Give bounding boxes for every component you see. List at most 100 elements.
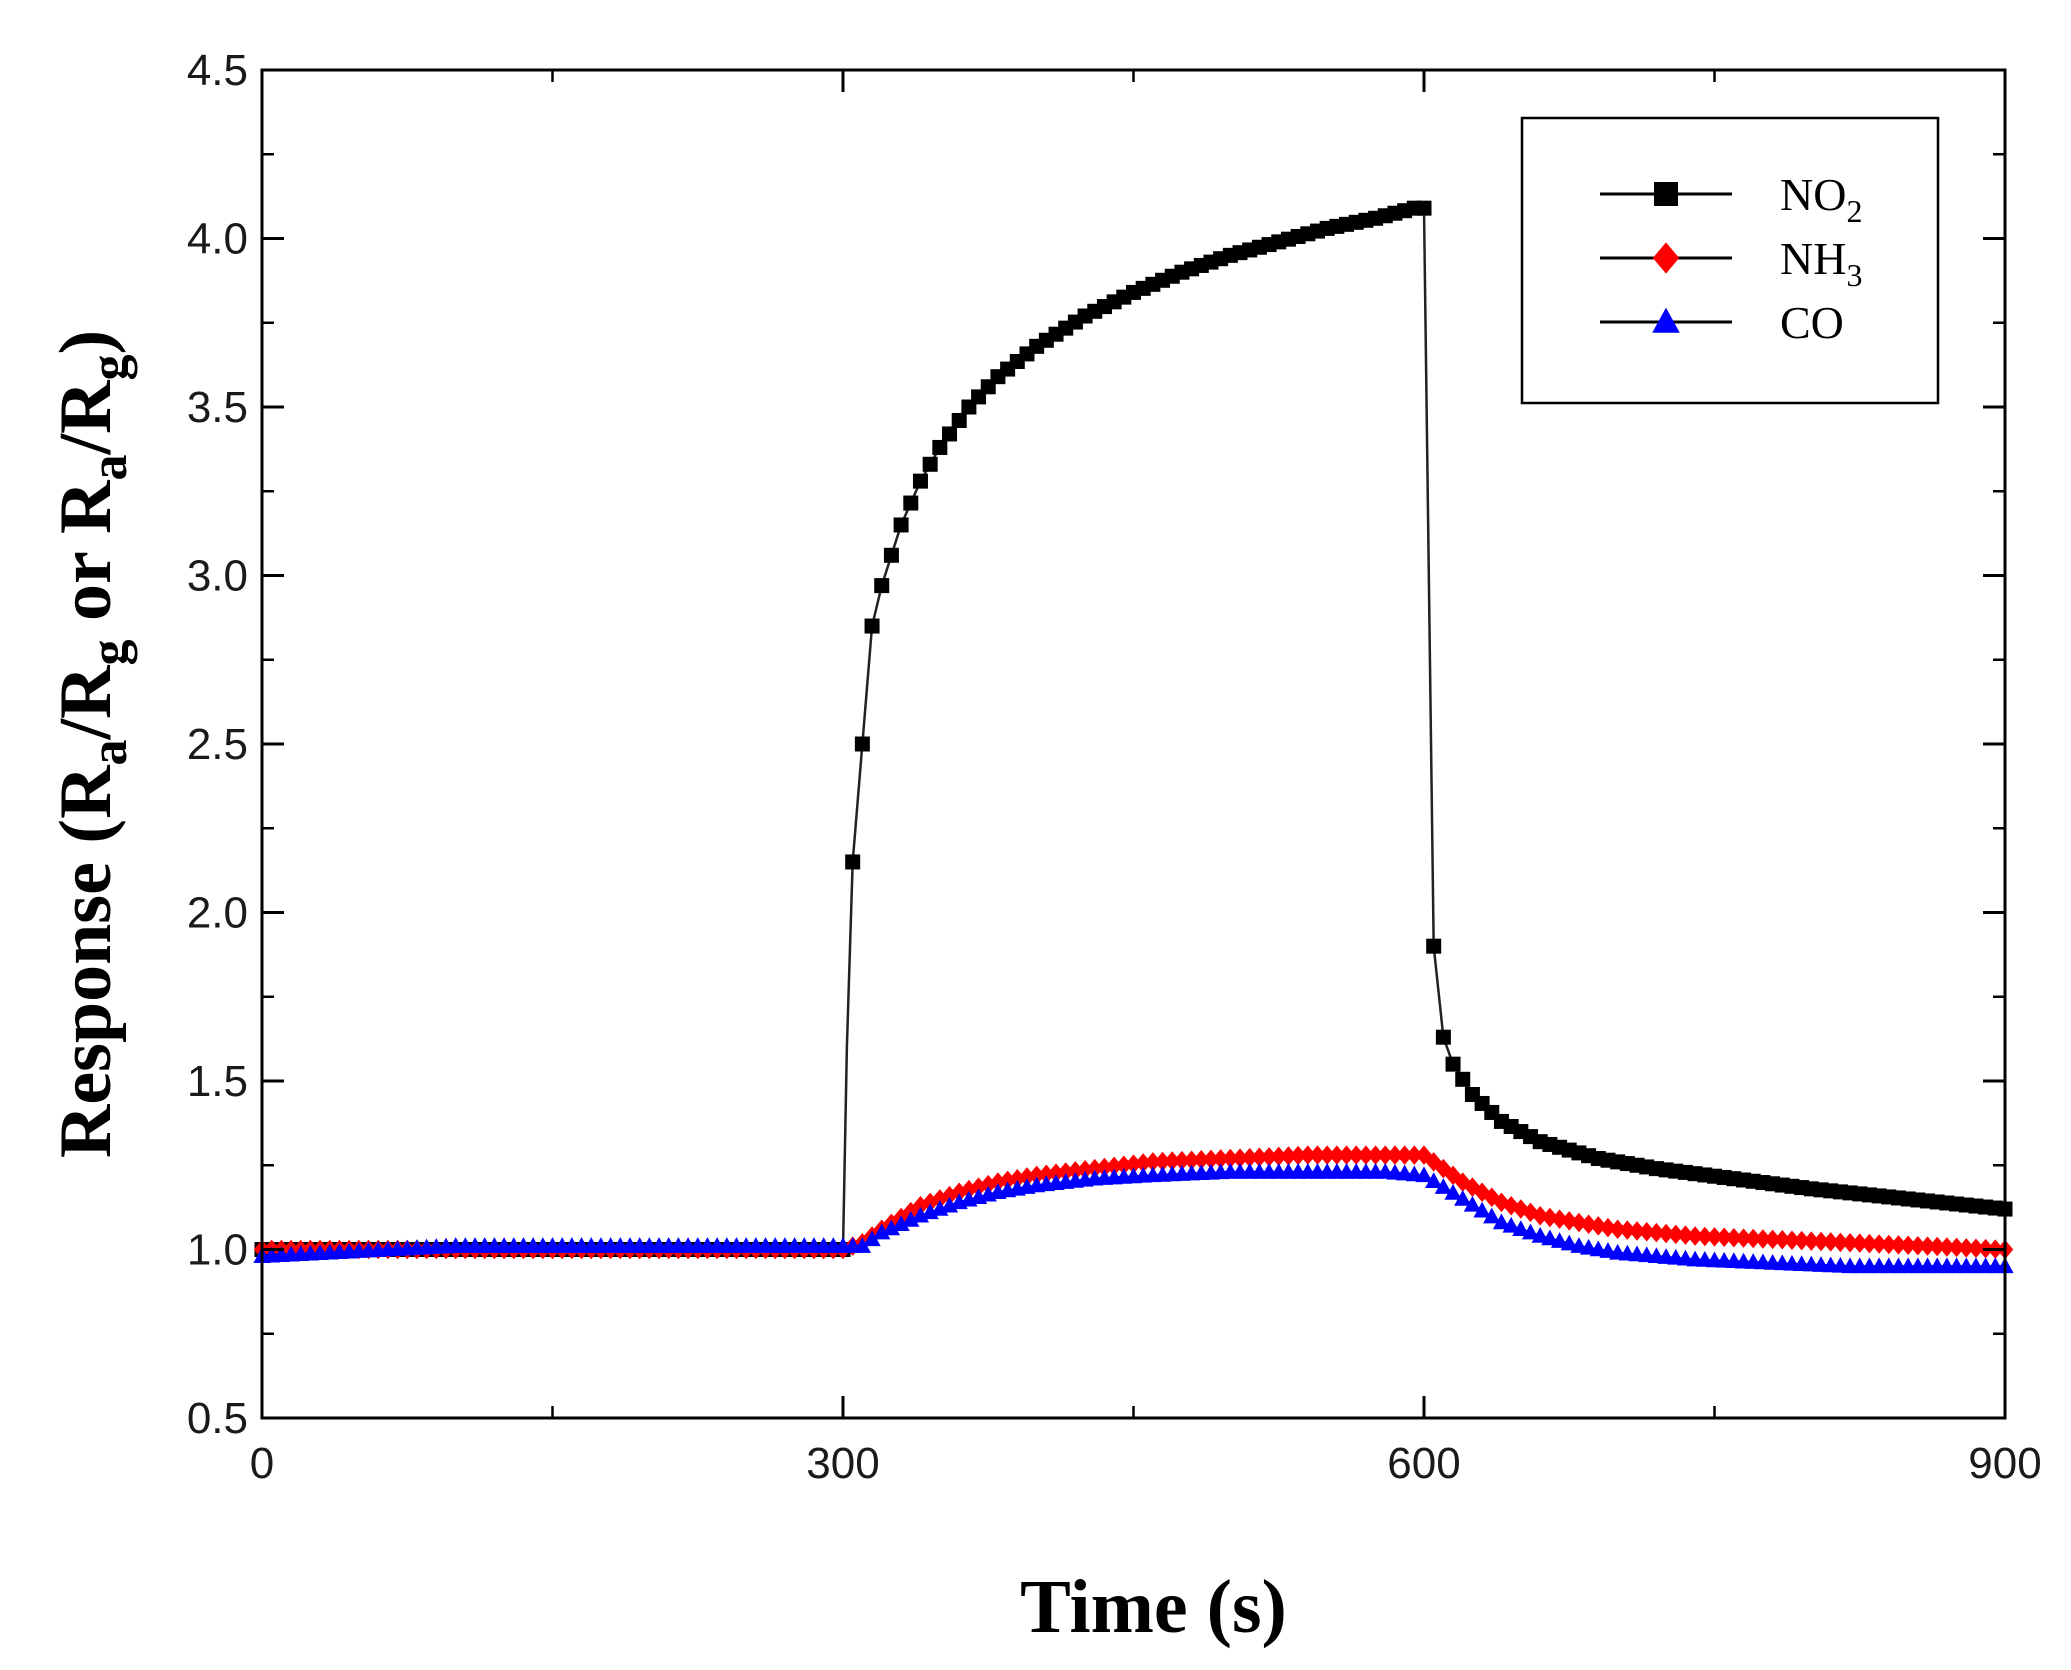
data-point-nh3 xyxy=(1289,1145,1307,1166)
data-point-nh3 xyxy=(1531,1206,1549,1226)
data-point-nh3 xyxy=(1009,1168,1026,1189)
data-point-nh3 xyxy=(1967,1238,1985,1258)
data-point-nh3 xyxy=(1958,1238,1975,1258)
data-point-nh3 xyxy=(1870,1234,1888,1254)
data-point-co xyxy=(1502,1216,1520,1233)
data-point-nh3 xyxy=(1774,1230,1791,1250)
data-point-nh3 xyxy=(1657,1223,1675,1244)
data-point-nh3 xyxy=(1899,1235,1917,1256)
y-tick-label: 0.5 xyxy=(187,1394,248,1443)
data-point-nh3 xyxy=(1541,1207,1559,1228)
data-point-nh3 xyxy=(1803,1231,1820,1251)
data-point-nh3 xyxy=(1686,1226,1704,1246)
data-point-co xyxy=(1541,1229,1559,1246)
legend-label-main: CO xyxy=(1780,297,1844,348)
data-point-co xyxy=(853,1237,871,1253)
data-point-no2 xyxy=(864,618,880,634)
data-point-nh3 xyxy=(1648,1222,1665,1243)
data-point-nh3 xyxy=(1202,1149,1220,1170)
x-tick-label: 900 xyxy=(1968,1439,2041,1488)
y-tick-label: 1.5 xyxy=(187,1057,248,1106)
data-point-co xyxy=(1415,1166,1433,1183)
data-point-no2 xyxy=(922,456,938,472)
data-point-nh3 xyxy=(1754,1229,1772,1249)
x-tick-label: 0 xyxy=(250,1439,274,1488)
data-point-nh3 xyxy=(1193,1150,1210,1170)
data-point-nh3 xyxy=(1890,1235,1907,1255)
data-point-nh3 xyxy=(1938,1237,1956,1257)
data-point-nh3 xyxy=(1764,1229,1781,1250)
legend-marker-co xyxy=(1652,307,1680,333)
data-point-co xyxy=(1434,1178,1452,1194)
data-point-no2 xyxy=(874,578,890,594)
data-point-nh3 xyxy=(1386,1145,1404,1165)
data-point-nh3 xyxy=(1299,1145,1317,1165)
data-point-co xyxy=(1512,1220,1530,1237)
data-point-nh3 xyxy=(1328,1145,1346,1165)
y-axis-title-part: or R xyxy=(45,479,127,640)
data-point-nh3 xyxy=(1696,1226,1714,1247)
data-point-nh3 xyxy=(1173,1150,1191,1171)
data-point-nh3 xyxy=(1667,1224,1685,1245)
data-point-nh3 xyxy=(1851,1233,1868,1253)
data-point-nh3 xyxy=(1163,1151,1181,1171)
legend-label-nh3: NH3 xyxy=(1780,233,1862,293)
data-point-co xyxy=(1492,1213,1511,1230)
data-point-nh3 xyxy=(1038,1164,1055,1184)
data-point-nh3 xyxy=(1948,1237,1965,1258)
data-point-nh3 xyxy=(1396,1145,1413,1165)
data-point-nh3 xyxy=(1406,1145,1423,1165)
data-point-nh3 xyxy=(1318,1145,1336,1165)
data-point-nh3 xyxy=(1105,1156,1123,1177)
legend-marker-no2 xyxy=(1654,182,1678,206)
data-point-nh3 xyxy=(1057,1162,1074,1182)
data-point-nh3 xyxy=(1086,1158,1104,1179)
y-axis-title-subscript: a xyxy=(81,455,138,481)
data-point-nh3 xyxy=(1580,1214,1597,1234)
data-point-no2 xyxy=(1435,1029,1451,1045)
data-point-no2 xyxy=(942,426,958,442)
data-point-nh3 xyxy=(1561,1211,1578,1231)
y-axis-title-subscript: a xyxy=(81,739,138,765)
data-point-nh3 xyxy=(1715,1227,1733,1248)
data-point-co xyxy=(1483,1207,1501,1224)
data-point-nh3 xyxy=(1028,1165,1045,1186)
data-point-no2 xyxy=(893,517,909,533)
data-point-nh3 xyxy=(1880,1234,1898,1255)
y-axis-title-subscript: g xyxy=(81,355,138,381)
data-point-nh3 xyxy=(1928,1236,1946,1257)
data-point-no2 xyxy=(912,473,928,489)
data-point-nh3 xyxy=(1638,1222,1655,1242)
data-point-nh3 xyxy=(1280,1146,1297,1166)
data-point-no2 xyxy=(1426,938,1442,954)
y-tick-label: 3.5 xyxy=(187,383,248,432)
legend-marker-nh3 xyxy=(1652,242,1680,274)
legend-label-co: CO xyxy=(1780,297,1844,348)
data-point-nh3 xyxy=(1018,1167,1036,1187)
data-point-nh3 xyxy=(1251,1147,1268,1167)
data-point-no2 xyxy=(1445,1056,1461,1072)
series-layer xyxy=(253,200,2014,1274)
data-point-nh3 xyxy=(1841,1233,1859,1253)
data-point-nh3 xyxy=(989,1172,1007,1192)
y-tick-label: 4.0 xyxy=(187,215,248,264)
data-point-co xyxy=(1425,1172,1443,1189)
data-point-nh3 xyxy=(1919,1236,1936,1256)
legend-label-subscript: 2 xyxy=(1846,193,1862,229)
data-point-nh3 xyxy=(1570,1212,1588,1233)
data-point-co xyxy=(892,1215,910,1231)
x-tick-label: 300 xyxy=(806,1439,879,1488)
data-point-nh3 xyxy=(1599,1217,1617,1238)
data-point-nh3 xyxy=(1183,1150,1200,1170)
data-point-nh3 xyxy=(1677,1225,1694,1245)
data-point-no2 xyxy=(845,854,861,870)
data-point-nh3 xyxy=(1735,1228,1752,1248)
data-point-nh3 xyxy=(1241,1147,1258,1168)
data-point-nh3 xyxy=(1347,1145,1365,1165)
data-point-nh3 xyxy=(1793,1230,1810,1251)
y-tick-label: 4.5 xyxy=(187,46,248,95)
data-point-no2 xyxy=(932,439,948,455)
data-point-co xyxy=(882,1219,901,1236)
data-point-nh3 xyxy=(1212,1149,1229,1169)
